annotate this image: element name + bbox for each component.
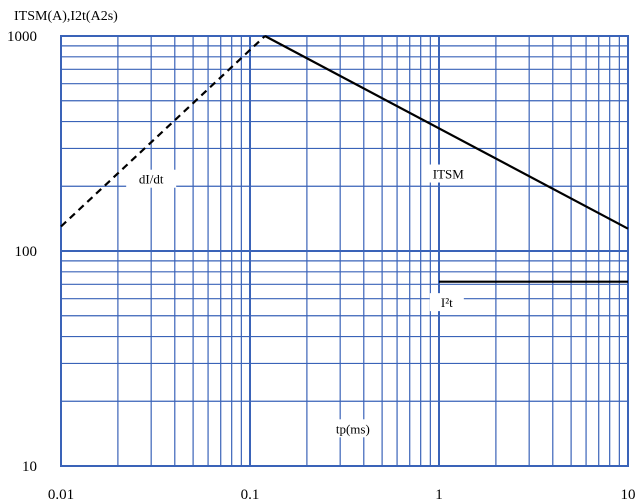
x-tick-label: 10 [621,487,636,503]
annotation-label: I²t [441,295,453,310]
annotation-background [429,293,464,312]
series-line [60,35,266,228]
annotation-label: ITSM [433,167,465,182]
y-tick-labels: 10 100 1000 [7,29,37,475]
x-tick-labels: 0.01 0.1 1 10 [48,487,636,503]
annotation-label: dI/dt [139,172,164,187]
series-layer [60,35,629,283]
y-tick-label: 100 [15,244,38,260]
x-axis-label-background [326,419,379,438]
annotation-layer: dI/dt ITSM I²t tp(ms) [139,167,464,437]
plot-frame [60,35,629,467]
x-tick-label: 0.01 [48,487,74,503]
series-line [264,35,629,230]
y-tick-label: 1000 [7,29,37,45]
y-axis-label: ITSM(A),I2t(A2s) [14,9,118,24]
annotation-backgrounds [126,164,470,438]
x-axis-label: tp(ms) [336,421,370,436]
x-tick-label: 0.1 [241,487,260,503]
y-tick-label: 10 [22,459,37,475]
annotation-background [427,164,470,183]
annotation-background [126,169,177,188]
x-tick-label: 1 [435,487,443,503]
